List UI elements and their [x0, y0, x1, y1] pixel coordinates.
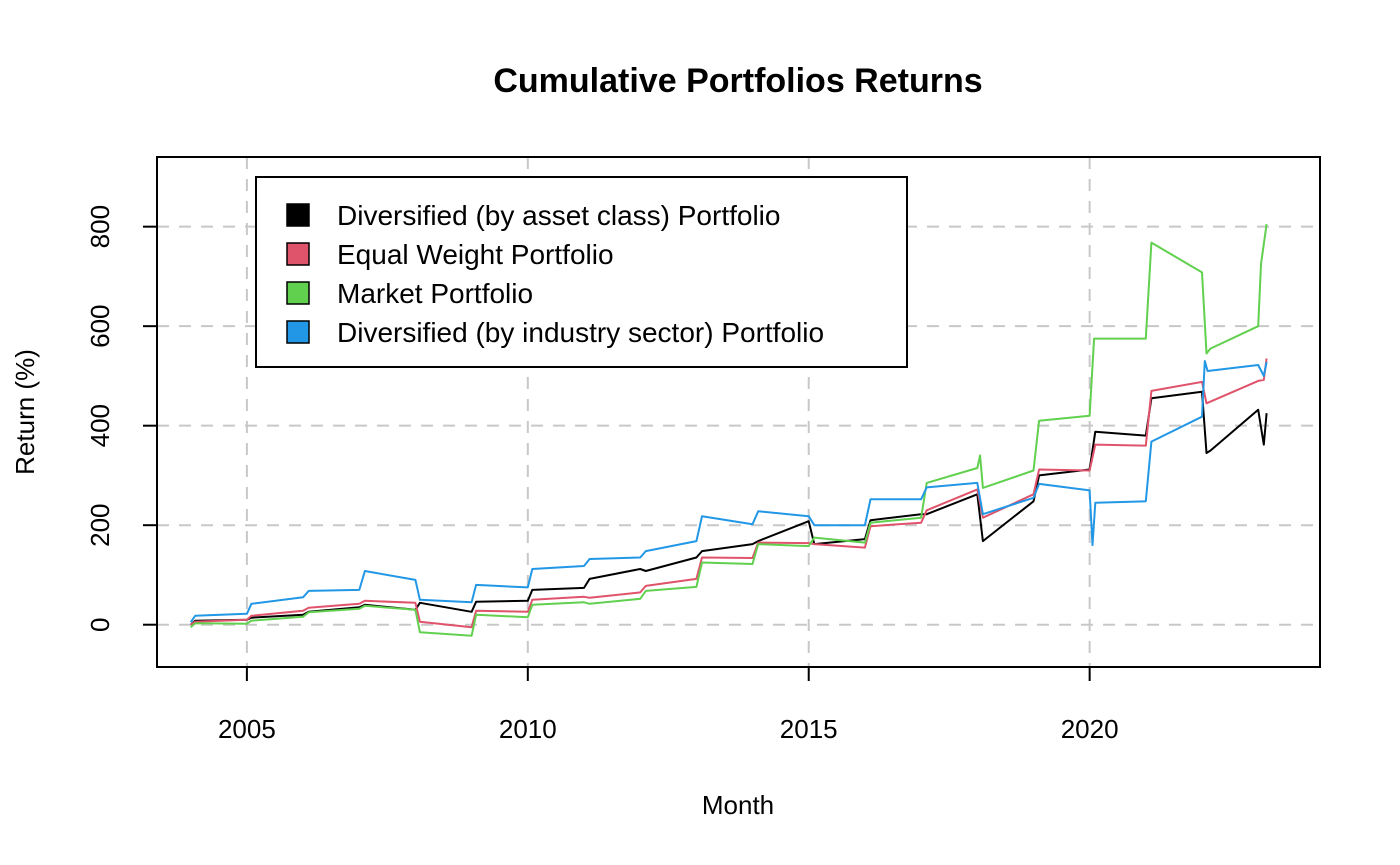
y-tick-label: 400: [85, 404, 115, 447]
series-line-3: [190, 224, 1268, 637]
x-tick-label: 2010: [499, 714, 557, 744]
y-axis: 0 200 400 600 800: [85, 205, 157, 632]
y-tick-label: 600: [85, 304, 115, 347]
legend-label: Diversified (by industry sector) Portfol…: [337, 317, 824, 348]
legend-box: [255, 176, 908, 368]
legend: Diversified (by asset class) Portfolio Eq…: [255, 176, 908, 368]
plot-frame: [156, 156, 1321, 668]
legend-swatch: [286, 281, 310, 305]
x-tick-label: 2005: [218, 714, 276, 744]
chart-title: Cumulative Portfolios Returns: [493, 62, 982, 100]
legend-label: Diversified (by asset class) Portfolio: [337, 200, 780, 231]
series-lines: [189, 224, 1268, 637]
y-axis-label: Return (%): [10, 349, 40, 475]
y-tick-label: 800: [85, 205, 115, 248]
series-line-2: [190, 358, 1268, 629]
legend-swatch: [286, 320, 310, 344]
series-line-4: [189, 360, 1268, 623]
legend-swatch: [286, 242, 310, 266]
legend-label: Market Portfolio: [337, 278, 533, 309]
x-axis: 2005 2010 2015 2020: [218, 667, 1119, 744]
x-axis-label: Month: [702, 790, 774, 820]
x-tick-label: 2020: [1061, 714, 1119, 744]
legend-swatch: [286, 203, 310, 227]
legend-label: Equal Weight Portfolio: [337, 239, 614, 270]
y-tick-label: 200: [85, 503, 115, 546]
y-tick-label: 0: [85, 617, 115, 631]
x-tick-label: 2015: [780, 714, 838, 744]
